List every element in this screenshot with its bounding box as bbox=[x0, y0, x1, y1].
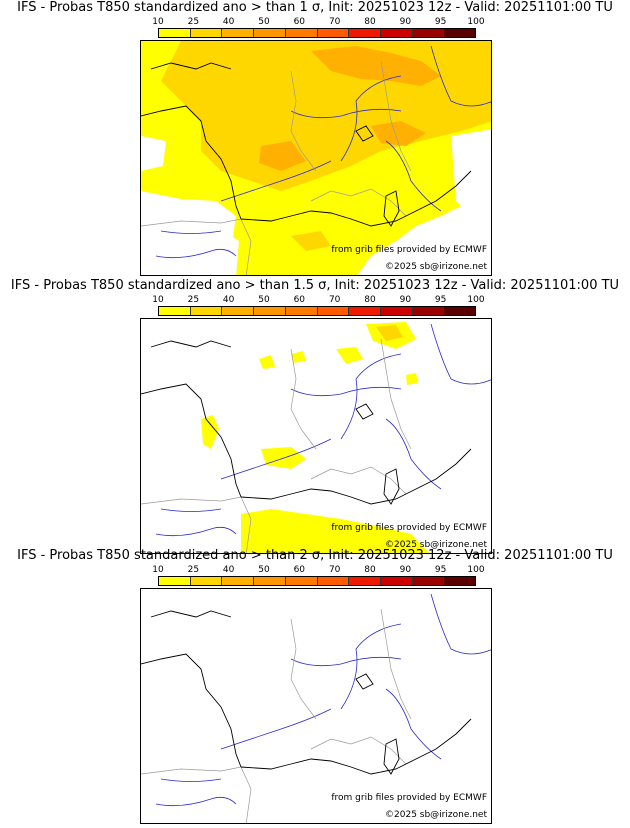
river-lines bbox=[155, 45, 491, 259]
river-lines bbox=[155, 593, 491, 807]
colorbar-tick: 10 bbox=[152, 565, 164, 575]
colorbar-tick: 40 bbox=[222, 17, 235, 27]
colorbar-tick: 100 bbox=[467, 565, 485, 575]
colorbar-tick: 25 bbox=[187, 17, 200, 27]
colorbar-segment bbox=[159, 577, 191, 585]
source-credit: from grib files provided by ECMWF bbox=[331, 523, 487, 533]
panel-1p5sigma: IFS - Probas T850 standardized ano > tha… bbox=[0, 278, 630, 554]
colorbar-labels: 10 25 40 50 60 70 80 90 95 100 bbox=[152, 565, 484, 575]
panel-title: IFS - Probas T850 standardized ano > tha… bbox=[17, 548, 613, 563]
colorbar-segment bbox=[254, 577, 286, 585]
colorbar-segment bbox=[317, 29, 350, 37]
colorbar-tick: 70 bbox=[328, 565, 341, 575]
no-probability-areas bbox=[141, 129, 491, 275]
colorbar-segment bbox=[222, 307, 255, 315]
colorbar-tick: 70 bbox=[328, 295, 341, 305]
colorbar-tick: 25 bbox=[187, 565, 200, 575]
colorbar-segment bbox=[190, 29, 223, 37]
colorbar-tick: 10 bbox=[152, 295, 164, 305]
colorbar-tick: 50 bbox=[258, 295, 270, 305]
colorbar-segment bbox=[380, 577, 413, 585]
border-lines bbox=[141, 338, 412, 553]
colorbar-segment bbox=[444, 307, 476, 315]
colorbar-tick: 90 bbox=[399, 295, 412, 305]
colorbar-tick: 90 bbox=[399, 565, 412, 575]
colorbar-tick: 40 bbox=[222, 565, 235, 575]
colorbar bbox=[158, 306, 476, 316]
colorbar-segment bbox=[222, 29, 255, 37]
map-canvas bbox=[141, 593, 491, 823]
probability-shading bbox=[201, 322, 430, 553]
colorbar-tick: 90 bbox=[399, 17, 412, 27]
colorbar-segment bbox=[159, 307, 191, 315]
colorbar-segment bbox=[159, 29, 191, 37]
colorbar-tick: 80 bbox=[364, 565, 376, 575]
colorbar-tick: 50 bbox=[258, 565, 270, 575]
colorbar-segment bbox=[285, 29, 318, 37]
colorbar-tick: 60 bbox=[293, 17, 306, 27]
panel-2sigma: IFS - Probas T850 standardized ano > tha… bbox=[0, 548, 630, 824]
map-canvas bbox=[141, 41, 491, 275]
colorbar-tick: 70 bbox=[328, 17, 341, 27]
colorbar bbox=[158, 28, 476, 38]
colorbar-segment bbox=[285, 307, 318, 315]
colorbar-segment bbox=[222, 577, 255, 585]
colorbar-tick: 95 bbox=[434, 295, 447, 305]
colorbar-segment bbox=[317, 577, 350, 585]
border-lines bbox=[141, 60, 412, 275]
source-credit: from grib files provided by ECMWF bbox=[331, 245, 487, 255]
colorbar-segment bbox=[380, 29, 413, 37]
colorbar-labels: 10 25 40 50 60 70 80 90 95 100 bbox=[152, 295, 484, 305]
colorbar-tick: 95 bbox=[434, 565, 447, 575]
colorbar-segment bbox=[285, 577, 318, 585]
coastline bbox=[141, 62, 472, 227]
colorbar-segment bbox=[317, 307, 350, 315]
colorbar-tick: 60 bbox=[293, 565, 306, 575]
colorbar-tick: 100 bbox=[467, 17, 485, 27]
colorbar-segment bbox=[412, 307, 445, 315]
copyright: ©2025 sb@irizone.net bbox=[385, 810, 487, 820]
colorbar-tick: 40 bbox=[222, 295, 235, 305]
colorbar-segment bbox=[412, 577, 445, 585]
colorbar-segment bbox=[380, 307, 413, 315]
colorbar-segment bbox=[254, 307, 286, 315]
border-lines bbox=[141, 608, 412, 823]
panel-title: IFS - Probas T850 standardized ano > tha… bbox=[17, 0, 613, 15]
copyright: ©2025 sb@irizone.net bbox=[385, 540, 487, 550]
colorbar-tick: 10 bbox=[152, 17, 164, 27]
colorbar-segment bbox=[190, 307, 223, 315]
colorbar-segment bbox=[444, 29, 476, 37]
map-1sigma: from grib files provided by ECMWF ©2025 … bbox=[140, 40, 492, 276]
colorbar-segment bbox=[254, 29, 286, 37]
colorbar-tick: 25 bbox=[187, 295, 200, 305]
colorbar-tick: 80 bbox=[364, 17, 376, 27]
colorbar-tick: 100 bbox=[467, 295, 485, 305]
river-lines bbox=[155, 323, 491, 537]
colorbar-tick: 50 bbox=[258, 17, 270, 27]
colorbar-segment bbox=[349, 29, 381, 37]
colorbar-segment bbox=[444, 577, 476, 585]
map-canvas bbox=[141, 322, 491, 553]
panel-title: IFS - Probas T850 standardized ano > tha… bbox=[10, 278, 620, 293]
map-2sigma: from grib files provided by ECMWF ©2025 … bbox=[140, 588, 492, 824]
colorbar-tick: 80 bbox=[364, 295, 376, 305]
coastline bbox=[141, 340, 472, 505]
colorbar-segment bbox=[190, 577, 223, 585]
colorbar-tick: 95 bbox=[434, 17, 447, 27]
colorbar-tick: 60 bbox=[293, 295, 306, 305]
source-credit: from grib files provided by ECMWF bbox=[331, 793, 487, 803]
colorbar-segment bbox=[412, 29, 445, 37]
colorbar-labels: 10 25 40 50 60 70 80 90 95 100 bbox=[152, 17, 484, 27]
colorbar-segment bbox=[349, 577, 381, 585]
colorbar-segment bbox=[349, 307, 381, 315]
colorbar bbox=[158, 576, 476, 586]
map-1p5sigma: from grib files provided by ECMWF ©2025 … bbox=[140, 318, 492, 554]
copyright: ©2025 sb@irizone.net bbox=[385, 262, 487, 272]
panel-1sigma: IFS - Probas T850 standardized ano > tha… bbox=[0, 0, 630, 276]
coastline bbox=[141, 610, 472, 775]
